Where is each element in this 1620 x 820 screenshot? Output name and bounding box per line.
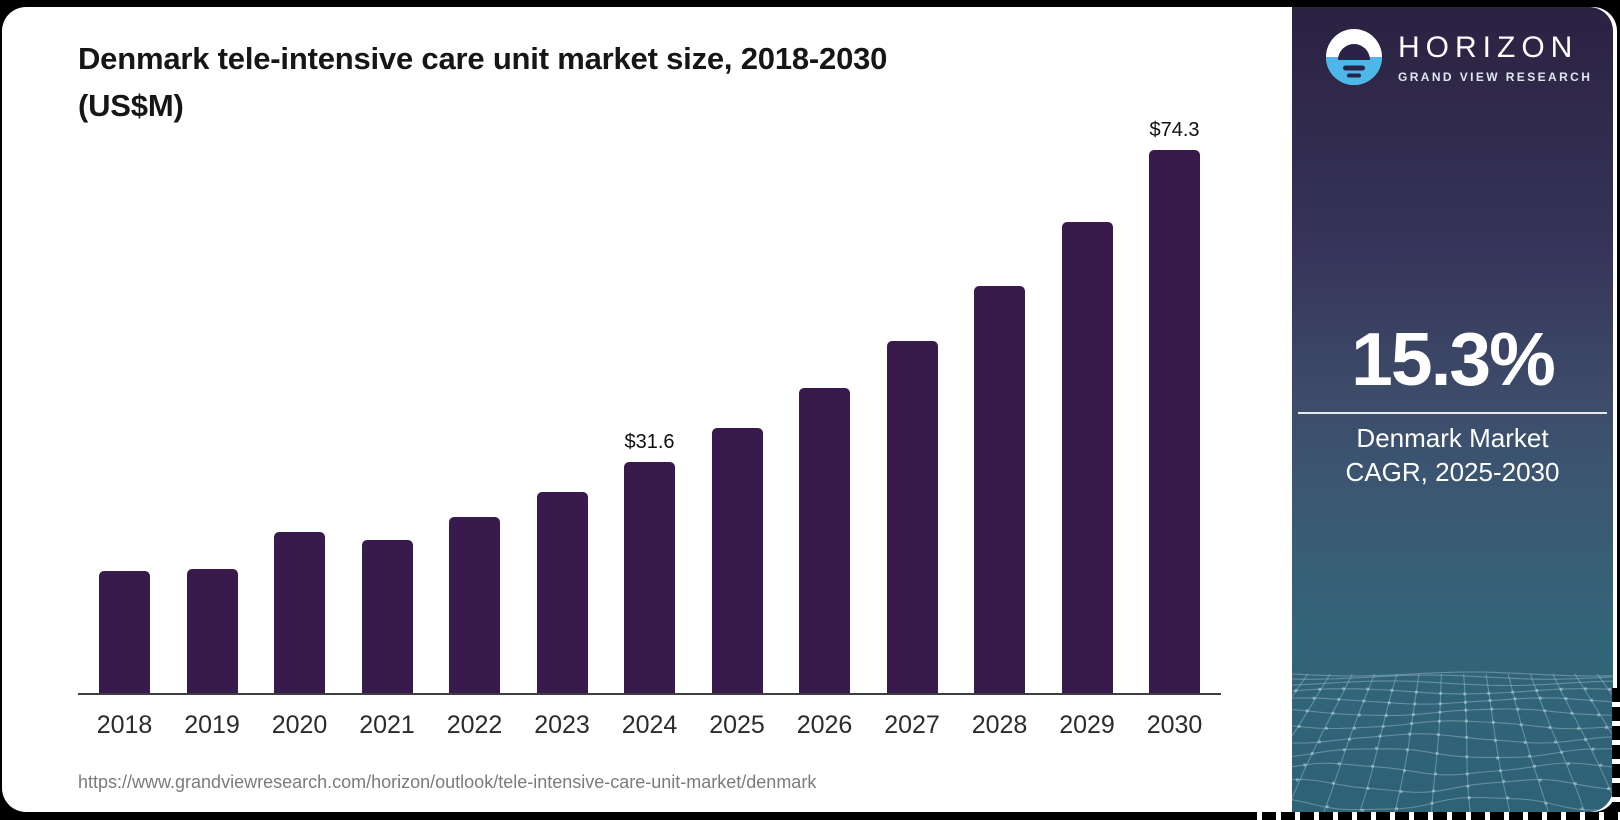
x-tick-2024: 2024	[621, 711, 678, 739]
x-tick-2020: 2020	[271, 711, 328, 739]
bar-2021	[361, 540, 413, 693]
chart-title: Denmark tele-intensive care unit market …	[78, 35, 1228, 129]
brand-subtitle: GRAND VIEW RESEARCH	[1398, 69, 1593, 84]
x-tick-2022: 2022	[446, 711, 503, 739]
cagr-stat-caption: Denmark Market CAGR, 2025-2030	[1292, 421, 1613, 489]
x-tick-2021: 2021	[359, 711, 415, 739]
wireframe-mesh-decoration	[1292, 671, 1613, 812]
chart-title-line2: (US$M)	[78, 88, 184, 123]
x-tick-2030: 2030	[1146, 711, 1203, 739]
bar-2023	[536, 492, 588, 693]
caption-line1: Denmark Market	[1356, 423, 1549, 453]
data-label-2030: $74.3	[1149, 119, 1200, 141]
brand-text: HORIZON GRAND VIEW RESEARCH	[1398, 31, 1592, 84]
bar-2029	[1061, 222, 1113, 693]
x-tick-2027: 2027	[884, 711, 940, 739]
x-tick-2019: 2019	[184, 711, 240, 739]
data-label-2024: $31.6	[624, 431, 675, 453]
bar-2026	[799, 388, 850, 693]
bar-2022	[449, 517, 500, 693]
x-tick-2029: 2029	[1059, 711, 1115, 739]
sidebar: HORIZON GRAND VIEW RESEARCH 15.3% Denmar…	[1292, 7, 1613, 812]
x-axis-line	[78, 693, 1221, 695]
chart-title-line1: Denmark tele-intensive care unit market …	[78, 41, 888, 76]
x-tick-2026: 2026	[796, 711, 853, 739]
stat-divider	[1298, 412, 1607, 414]
infographic-card: Denmark tele-intensive care unit market …	[2, 7, 1617, 812]
x-tick-2025: 2025	[709, 711, 765, 739]
x-tick-2023: 2023	[534, 711, 590, 739]
caption-line2: CAGR, 2025-2030	[1345, 457, 1560, 487]
source-url: https://www.grandviewresearch.com/horizo…	[78, 772, 817, 792]
bar-2028	[974, 286, 1025, 693]
x-tick-2018: 2018	[96, 711, 153, 739]
bar-2025	[711, 428, 763, 693]
bar-2019	[186, 569, 238, 693]
bar-2018	[99, 571, 150, 693]
bar-2020	[274, 532, 325, 693]
bar-2030	[1149, 150, 1200, 693]
horizon-logo-icon	[1326, 29, 1382, 85]
frame-right-dashes	[1612, 688, 1620, 812]
frame-bottom-dashes	[1243, 812, 1620, 820]
bar-2027	[886, 341, 938, 693]
bar-2024	[624, 462, 675, 693]
cagr-stat-value: 15.3%	[1351, 317, 1556, 401]
x-tick-2028: 2028	[971, 711, 1028, 739]
brand-logo: HORIZON GRAND VIEW RESEARCH	[1326, 29, 1592, 85]
brand-name: HORIZON	[1398, 30, 1579, 64]
